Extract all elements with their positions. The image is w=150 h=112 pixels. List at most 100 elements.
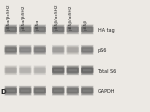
FancyBboxPatch shape [67,67,78,75]
FancyBboxPatch shape [4,68,17,73]
FancyBboxPatch shape [35,70,44,72]
FancyBboxPatch shape [34,87,45,95]
FancyBboxPatch shape [20,26,31,34]
FancyBboxPatch shape [4,28,17,33]
FancyBboxPatch shape [67,66,79,75]
FancyBboxPatch shape [34,26,46,35]
FancyBboxPatch shape [20,26,31,34]
FancyBboxPatch shape [35,90,44,92]
FancyBboxPatch shape [82,46,93,54]
FancyBboxPatch shape [34,25,46,35]
FancyBboxPatch shape [52,45,64,55]
FancyBboxPatch shape [33,25,46,35]
FancyBboxPatch shape [67,66,78,75]
FancyBboxPatch shape [20,46,31,55]
FancyBboxPatch shape [19,86,32,96]
FancyBboxPatch shape [68,87,78,94]
FancyBboxPatch shape [33,45,46,55]
FancyBboxPatch shape [54,90,63,92]
FancyBboxPatch shape [21,29,30,31]
FancyBboxPatch shape [53,67,63,74]
FancyBboxPatch shape [33,28,46,33]
FancyBboxPatch shape [34,47,45,54]
FancyBboxPatch shape [67,67,78,74]
Text: p85α/βcSH2: p85α/βcSH2 [7,3,11,29]
FancyBboxPatch shape [67,25,79,35]
FancyBboxPatch shape [34,86,46,95]
FancyBboxPatch shape [68,49,77,52]
FancyBboxPatch shape [5,47,16,54]
FancyBboxPatch shape [5,26,17,35]
FancyBboxPatch shape [4,86,17,96]
Text: p85α/βiSH2: p85α/βiSH2 [21,4,25,29]
FancyBboxPatch shape [53,87,64,95]
FancyBboxPatch shape [34,46,46,55]
FancyBboxPatch shape [19,86,31,96]
FancyBboxPatch shape [4,45,17,55]
FancyBboxPatch shape [52,66,64,75]
FancyBboxPatch shape [52,86,64,96]
FancyBboxPatch shape [66,25,79,35]
FancyBboxPatch shape [6,70,15,72]
FancyBboxPatch shape [66,68,79,73]
FancyBboxPatch shape [19,88,32,93]
FancyBboxPatch shape [4,48,17,53]
Text: p85β/αiSH2: p85β/αiSH2 [69,4,73,29]
Text: p85β: p85β [83,18,87,29]
FancyBboxPatch shape [52,46,64,55]
FancyBboxPatch shape [19,46,31,55]
FancyBboxPatch shape [6,90,15,92]
FancyBboxPatch shape [4,25,17,35]
FancyBboxPatch shape [66,28,79,33]
FancyBboxPatch shape [52,66,64,75]
FancyBboxPatch shape [82,87,92,94]
FancyBboxPatch shape [52,28,64,33]
FancyBboxPatch shape [5,46,17,55]
FancyBboxPatch shape [82,47,93,54]
FancyBboxPatch shape [53,87,63,94]
FancyBboxPatch shape [81,86,93,95]
FancyBboxPatch shape [21,49,30,52]
FancyBboxPatch shape [81,45,93,55]
FancyBboxPatch shape [68,67,78,74]
FancyBboxPatch shape [5,26,16,34]
FancyBboxPatch shape [67,86,79,96]
FancyBboxPatch shape [53,87,64,95]
FancyBboxPatch shape [19,86,31,95]
Text: HA tag: HA tag [98,28,114,33]
FancyBboxPatch shape [66,48,79,53]
FancyBboxPatch shape [5,86,17,96]
FancyBboxPatch shape [20,87,31,95]
FancyBboxPatch shape [19,25,32,35]
FancyBboxPatch shape [19,26,31,35]
FancyBboxPatch shape [81,66,93,75]
FancyBboxPatch shape [53,27,63,34]
FancyBboxPatch shape [52,88,64,93]
FancyBboxPatch shape [5,87,16,95]
FancyBboxPatch shape [83,49,92,52]
FancyBboxPatch shape [19,45,32,55]
FancyBboxPatch shape [52,25,64,35]
FancyBboxPatch shape [67,87,78,95]
FancyBboxPatch shape [20,26,31,34]
FancyBboxPatch shape [81,28,93,33]
FancyBboxPatch shape [83,90,92,92]
FancyBboxPatch shape [33,48,46,53]
FancyBboxPatch shape [68,29,77,31]
FancyBboxPatch shape [20,87,31,95]
FancyBboxPatch shape [5,46,16,54]
FancyBboxPatch shape [67,26,78,34]
FancyBboxPatch shape [83,29,92,31]
FancyBboxPatch shape [52,68,64,73]
FancyBboxPatch shape [82,87,93,95]
FancyBboxPatch shape [81,88,93,93]
FancyBboxPatch shape [53,26,64,34]
FancyBboxPatch shape [54,49,63,52]
FancyBboxPatch shape [34,46,45,55]
FancyBboxPatch shape [33,88,46,93]
FancyBboxPatch shape [5,46,17,55]
FancyBboxPatch shape [52,87,64,95]
FancyBboxPatch shape [52,46,64,55]
FancyBboxPatch shape [81,66,93,75]
FancyBboxPatch shape [6,27,16,34]
